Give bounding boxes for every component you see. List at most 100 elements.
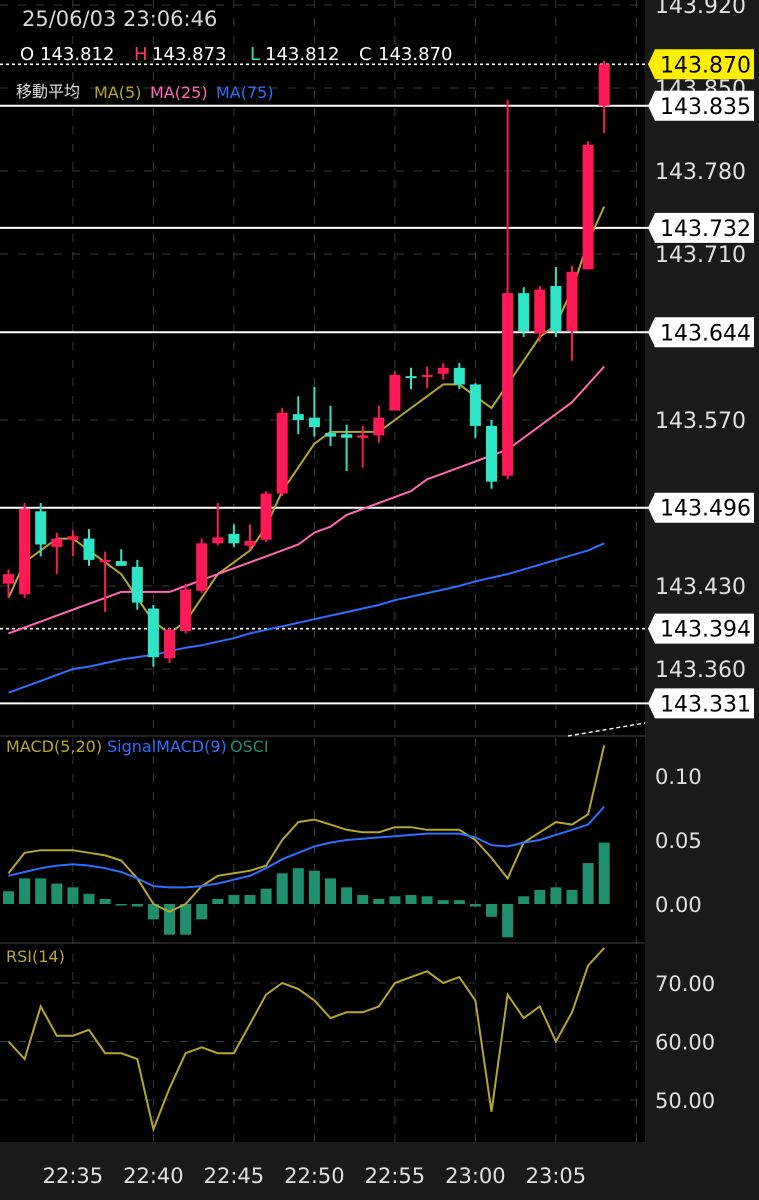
candle-body bbox=[260, 493, 272, 540]
price-badge-label: 143.331 bbox=[660, 692, 751, 717]
time-tick-label: 23:00 bbox=[445, 1164, 506, 1188]
price-tick-label: 143.430 bbox=[655, 575, 746, 600]
candle-body bbox=[308, 417, 320, 428]
osci-bar bbox=[19, 878, 31, 904]
time-tick-label: 22:50 bbox=[284, 1164, 345, 1188]
candle-body bbox=[212, 537, 224, 544]
candle-body bbox=[99, 559, 111, 562]
osci-bar bbox=[212, 898, 224, 904]
candle-body bbox=[164, 629, 175, 659]
price-badge-label: 143.732 bbox=[660, 217, 751, 242]
ohlc-close-value: 143.870 bbox=[378, 44, 452, 65]
osci-bar bbox=[373, 898, 385, 904]
osci-bar bbox=[115, 904, 127, 906]
macd-line bbox=[7, 745, 606, 913]
ma5-legend: MA(5) bbox=[94, 83, 141, 102]
price-badge-label: 143.394 bbox=[660, 618, 751, 643]
candle-body bbox=[453, 367, 465, 385]
osci-bar bbox=[566, 889, 578, 904]
candle-body bbox=[469, 384, 481, 426]
osci-bar bbox=[3, 891, 14, 904]
candle-body bbox=[196, 543, 208, 591]
ohlc-low-label: L bbox=[250, 44, 260, 65]
osci-bar bbox=[164, 904, 175, 935]
ohlc-low-value: 143.812 bbox=[265, 44, 339, 65]
osci-bar bbox=[244, 895, 256, 904]
candle-body bbox=[502, 293, 514, 476]
macd-tick-label: 0.00 bbox=[655, 893, 702, 917]
datetime-label: 25/06/03 23:06:46 bbox=[22, 7, 217, 31]
osci-bar bbox=[486, 904, 497, 917]
price-badge bbox=[648, 49, 754, 80]
candle-body bbox=[228, 533, 240, 544]
price-badge bbox=[648, 317, 754, 348]
rsi-tick-label: 70.00 bbox=[655, 972, 715, 996]
candle-body bbox=[51, 538, 63, 547]
osci-bar bbox=[260, 888, 272, 904]
ma-line-ma75 bbox=[8, 542, 605, 694]
time-tick-label: 22:40 bbox=[123, 1164, 184, 1188]
osci-bar bbox=[228, 895, 240, 904]
osci-bar bbox=[83, 893, 95, 904]
price-tick-label: 143.780 bbox=[655, 160, 746, 185]
candle-body bbox=[3, 574, 14, 584]
candle-body bbox=[437, 367, 449, 374]
candle-body bbox=[83, 538, 95, 560]
ohlc-high-label: H bbox=[134, 44, 148, 65]
ma75-legend: MA(75) bbox=[216, 83, 274, 102]
axes: 143.920143.850143.780143.710143.570143.4… bbox=[43, 0, 746, 1188]
ohlc-row: O 143.812 H 143.873 L 143.812 C 143.870 bbox=[20, 44, 452, 65]
osci-bar bbox=[341, 887, 353, 904]
rsi-tick-label: 50.00 bbox=[655, 1089, 715, 1113]
price-badge-label: 143.835 bbox=[660, 95, 751, 120]
price-badges: 143.870 143.835 143.732 143.644 143.496 143.3… bbox=[648, 49, 754, 719]
candle-body bbox=[534, 289, 546, 334]
ohlc-open-value: 143.812 bbox=[40, 44, 114, 65]
rsi-tick-label: 60.00 bbox=[655, 1031, 715, 1055]
candle-body bbox=[131, 567, 143, 603]
time-tick-label: 23:05 bbox=[526, 1164, 587, 1188]
candle-body bbox=[325, 433, 336, 437]
price-tick-label: 143.570 bbox=[655, 409, 746, 434]
osci-bar bbox=[534, 889, 546, 904]
osci-bar bbox=[453, 900, 465, 904]
macd-panel bbox=[3, 745, 610, 938]
macd-legend: MACD(5,20) bbox=[6, 737, 102, 756]
price-badge-label: 143.644 bbox=[660, 321, 751, 346]
osci-bar bbox=[389, 896, 401, 904]
osci-bar bbox=[598, 842, 610, 904]
osci-bar bbox=[292, 868, 304, 904]
price-tick-label: 143.710 bbox=[655, 243, 746, 268]
candle-body bbox=[341, 434, 353, 438]
rsi-line bbox=[7, 947, 605, 1133]
osci-bar bbox=[502, 904, 514, 938]
candle-body bbox=[115, 561, 127, 566]
candle-body bbox=[566, 271, 578, 332]
price-tick-label: 143.920 bbox=[655, 0, 746, 19]
price-tick-label: 143.360 bbox=[655, 658, 746, 683]
osci-bar bbox=[421, 896, 433, 904]
grid bbox=[0, 0, 645, 1142]
osci-bar bbox=[437, 900, 449, 904]
price-lines bbox=[0, 63, 652, 737]
osci-bar bbox=[35, 878, 47, 904]
signal-legend: SignalMACD(9) bbox=[107, 737, 227, 756]
candle-body bbox=[357, 435, 369, 438]
osci-bar bbox=[469, 904, 481, 907]
macd-tick-label: 0.10 bbox=[655, 765, 702, 789]
osci-bar bbox=[131, 904, 143, 907]
ma-legend: 移動平均 MA(5) MA(25) MA(75) bbox=[16, 82, 274, 102]
osci-bar bbox=[67, 887, 79, 904]
osci-bar bbox=[582, 863, 594, 904]
candle-body bbox=[19, 508, 31, 595]
osci-bar bbox=[276, 873, 288, 904]
macd-tick-label: 0.05 bbox=[655, 829, 702, 853]
candle-body bbox=[373, 417, 385, 436]
ohlc-open-label: O bbox=[20, 44, 34, 65]
ma-legend-title: 移動平均 bbox=[16, 82, 80, 101]
ohlc-high-value: 143.873 bbox=[152, 44, 226, 65]
price-badge bbox=[648, 492, 754, 523]
candle-body bbox=[582, 144, 594, 270]
osci-bar bbox=[51, 883, 63, 904]
